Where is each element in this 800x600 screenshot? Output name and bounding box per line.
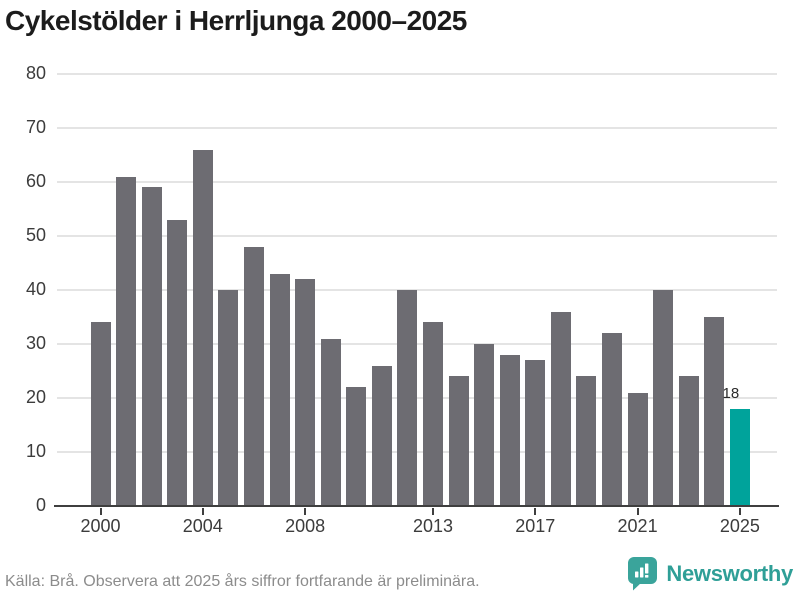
bar-2017 — [525, 360, 546, 506]
x-tick-label-2008: 2008 — [285, 516, 326, 536]
y-tick-label-10: 10 — [25, 441, 46, 461]
x-tick-label-2013: 2013 — [412, 516, 453, 536]
bar-2000 — [90, 322, 111, 506]
x-tick-label-2021: 2021 — [617, 516, 658, 536]
bar-2022 — [653, 290, 674, 506]
bar-2001 — [116, 176, 137, 506]
bar-2019 — [576, 376, 597, 506]
value-label-2025: 18 — [722, 384, 740, 402]
bar-2002 — [141, 187, 162, 506]
x-tick-2008 — [304, 508, 307, 515]
brand-logo: Newsworthy — [627, 556, 793, 591]
bar-2012 — [397, 290, 418, 506]
bar-2014 — [448, 376, 469, 506]
y-tick-label-0: 0 — [35, 495, 46, 515]
y-tick-label-60: 60 — [25, 171, 46, 191]
bar-2006 — [243, 246, 264, 506]
x-tick-label-2025: 2025 — [719, 516, 760, 536]
bar-2009 — [320, 338, 341, 506]
y-tick-label-20: 20 — [25, 387, 46, 407]
x-tick-2021 — [636, 508, 639, 515]
bar-2010 — [346, 387, 367, 506]
y-axis: 0 10 20 30 40 50 60 70 80 — [0, 64, 46, 514]
gridline-70 — [57, 127, 777, 129]
bar-2003 — [167, 219, 188, 506]
x-tick-2017 — [534, 508, 537, 515]
newsworthy-logo-icon — [627, 556, 659, 591]
x-axis-line — [54, 504, 779, 507]
bar-2025 — [729, 408, 750, 506]
bar-2016 — [499, 354, 520, 506]
plot-area: 2000 2004 2008 2013 2017 2021 2025 18 — [54, 73, 779, 536]
bar-2020 — [602, 333, 622, 506]
bar-2011 — [371, 365, 392, 506]
gridline-60 — [57, 181, 777, 183]
x-tick-label-2004: 2004 — [182, 516, 223, 536]
bar-2008 — [295, 279, 316, 506]
bar-2015 — [474, 344, 495, 506]
y-tick-label-40: 40 — [25, 279, 46, 299]
gridline-50 — [57, 235, 777, 237]
bar-2004 — [192, 149, 213, 506]
y-tick-label-80: 80 — [25, 63, 46, 83]
bar-2005 — [218, 290, 239, 506]
bar-2021 — [627, 392, 648, 506]
x-tick-2004 — [201, 508, 204, 515]
bar-2013 — [422, 322, 443, 506]
bar-2007 — [269, 273, 290, 506]
source-note: Källa: Brå. Observera att 2025 års siffr… — [5, 573, 480, 590]
y-tick-label-70: 70 — [25, 117, 46, 137]
bar-2023 — [678, 376, 699, 506]
y-tick-label-30: 30 — [25, 333, 46, 353]
x-tick-2000 — [99, 508, 102, 515]
x-tick-label-2000: 2000 — [80, 516, 121, 536]
x-tick-label-2017: 2017 — [515, 516, 556, 536]
y-tick-label-50: 50 — [25, 225, 46, 245]
bar-2024 — [704, 317, 725, 506]
gridline-80 — [57, 73, 777, 75]
bar-2018 — [550, 311, 571, 506]
x-tick-2025 — [738, 508, 741, 515]
chart-title: Cykelstölder i Herrljunga 2000–2025 — [5, 5, 467, 36]
brand-name: Newsworthy — [666, 560, 793, 586]
x-tick-2013 — [431, 508, 434, 515]
